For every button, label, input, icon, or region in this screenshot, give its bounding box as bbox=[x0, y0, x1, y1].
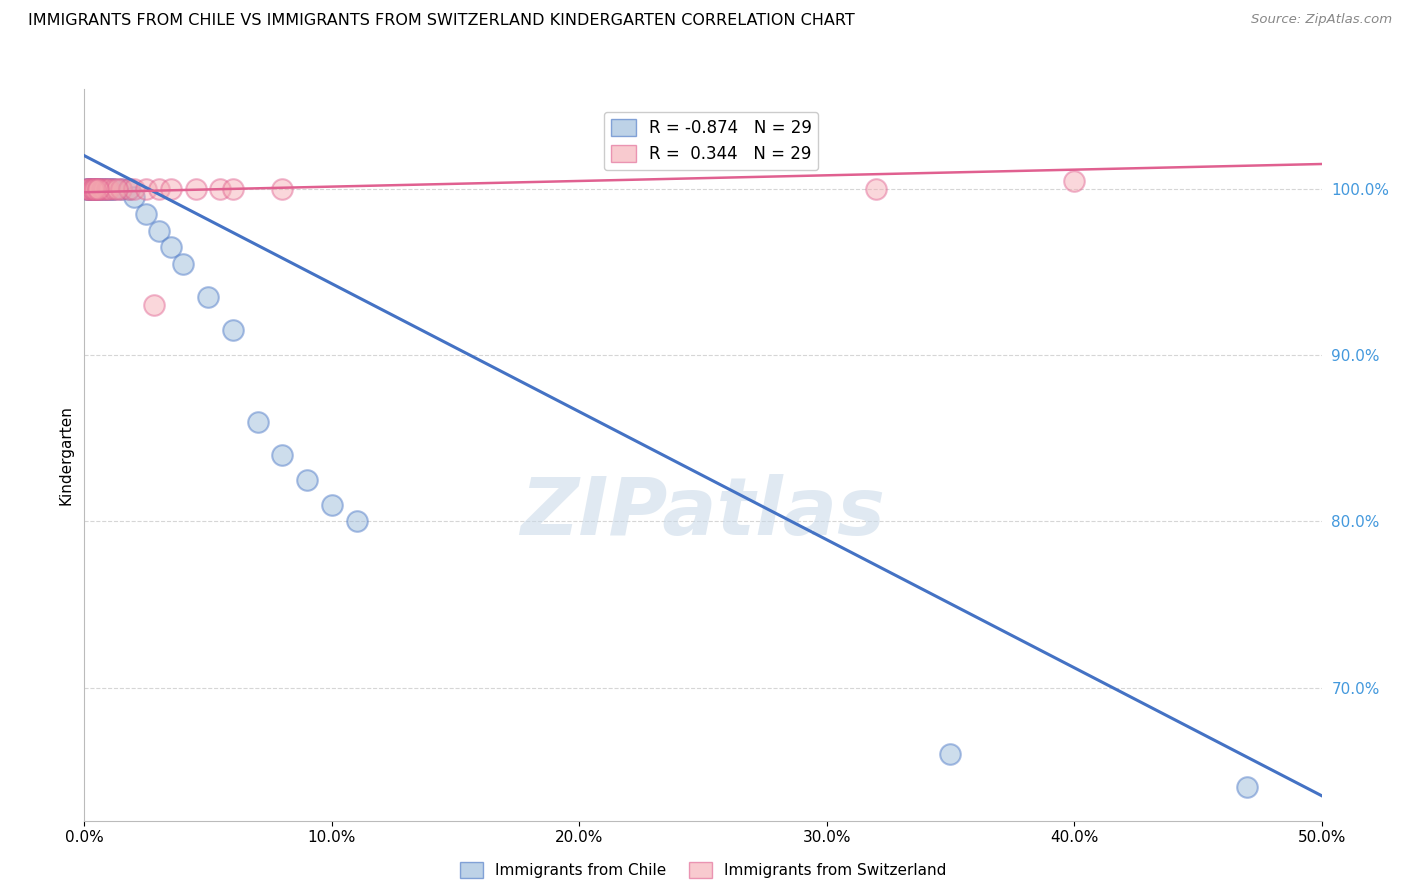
Point bbox=[135, 182, 157, 196]
Point bbox=[118, 182, 141, 196]
Point bbox=[222, 323, 245, 337]
Point bbox=[172, 257, 194, 271]
Legend: R = -0.874   N = 29, R =  0.344   N = 29: R = -0.874 N = 29, R = 0.344 N = 29 bbox=[603, 112, 818, 170]
Point bbox=[90, 182, 112, 196]
Point bbox=[103, 182, 125, 196]
Point bbox=[86, 182, 108, 196]
Point bbox=[148, 182, 170, 196]
Point bbox=[346, 515, 368, 529]
Point bbox=[148, 223, 170, 237]
Point bbox=[86, 182, 108, 196]
Point bbox=[142, 298, 165, 312]
Point bbox=[96, 182, 118, 196]
Point bbox=[118, 182, 141, 196]
Point bbox=[271, 182, 294, 196]
Point bbox=[79, 182, 101, 196]
Legend: Immigrants from Chile, Immigrants from Switzerland: Immigrants from Chile, Immigrants from S… bbox=[454, 856, 952, 884]
Point bbox=[90, 182, 112, 196]
Point bbox=[122, 190, 145, 204]
Point bbox=[76, 182, 98, 196]
Point bbox=[87, 182, 110, 196]
Point bbox=[93, 182, 115, 196]
Point bbox=[80, 182, 103, 196]
Point bbox=[89, 182, 111, 196]
Point bbox=[105, 182, 128, 196]
Point bbox=[222, 182, 245, 196]
Point bbox=[160, 182, 183, 196]
Point bbox=[1236, 780, 1258, 795]
Point bbox=[865, 182, 887, 196]
Point bbox=[96, 182, 118, 196]
Point bbox=[79, 182, 101, 196]
Point bbox=[197, 290, 219, 304]
Point bbox=[100, 182, 122, 196]
Text: IMMIGRANTS FROM CHILE VS IMMIGRANTS FROM SWITZERLAND KINDERGARTEN CORRELATION CH: IMMIGRANTS FROM CHILE VS IMMIGRANTS FROM… bbox=[28, 13, 855, 29]
Point bbox=[84, 182, 107, 196]
Point bbox=[77, 182, 100, 196]
Point bbox=[321, 498, 343, 512]
Point bbox=[110, 182, 132, 196]
Point bbox=[83, 182, 105, 196]
Point bbox=[160, 240, 183, 254]
Point bbox=[209, 182, 232, 196]
Point bbox=[271, 448, 294, 462]
Point bbox=[246, 415, 269, 429]
Point bbox=[135, 207, 157, 221]
Text: Source: ZipAtlas.com: Source: ZipAtlas.com bbox=[1251, 13, 1392, 27]
Point bbox=[103, 182, 125, 196]
Point bbox=[184, 182, 207, 196]
Point bbox=[93, 182, 115, 196]
Point bbox=[939, 747, 962, 761]
Text: ZIPatlas: ZIPatlas bbox=[520, 475, 886, 552]
Point bbox=[295, 473, 318, 487]
Y-axis label: Kindergarten: Kindergarten bbox=[58, 405, 73, 505]
Point bbox=[82, 182, 104, 196]
Point bbox=[98, 182, 121, 196]
Point bbox=[77, 182, 100, 196]
Point bbox=[89, 182, 111, 196]
Point bbox=[80, 182, 103, 196]
Point bbox=[122, 182, 145, 196]
Point bbox=[83, 182, 105, 196]
Point bbox=[98, 182, 121, 196]
Point bbox=[1063, 174, 1085, 188]
Point bbox=[110, 182, 132, 196]
Point bbox=[76, 182, 98, 196]
